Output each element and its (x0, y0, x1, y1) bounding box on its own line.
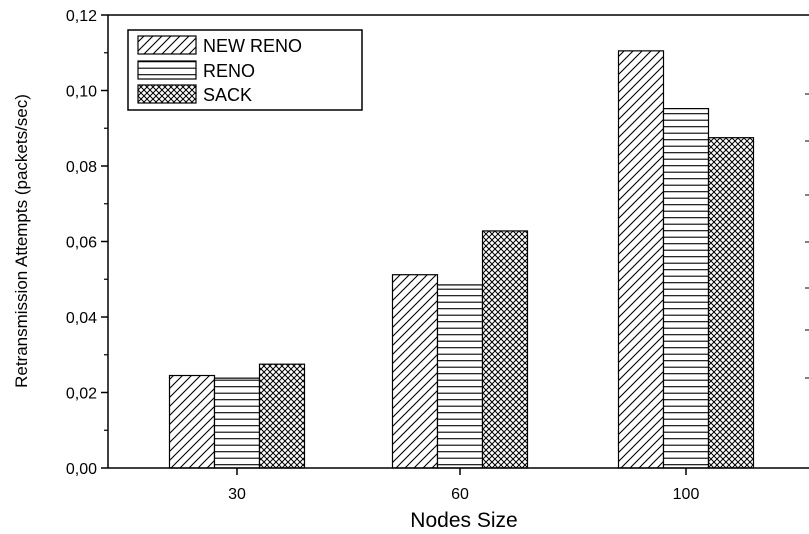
y-axis-title: Retransmission Attempts (packets/sec) (12, 94, 31, 388)
bar-reno-30 (213, 377, 261, 469)
legend-swatch-sack (137, 84, 197, 104)
bar-new-reno-60 (391, 274, 439, 469)
y-axis-ticks: 0,00 0,02 0,04 0,06 0,08 0,10 0,12 (66, 8, 108, 478)
x-tick-label: 60 (451, 486, 469, 503)
bar-sack-30 (258, 363, 306, 469)
legend-label-sack: SACK (203, 85, 252, 105)
bar-sack-60 (481, 230, 529, 469)
y-tick-label: 0,12 (66, 8, 97, 25)
legend: NEW RENO RENO SACK (127, 29, 363, 111)
y-tick-label: 0,02 (66, 386, 97, 403)
bar-reno-100 (662, 108, 710, 469)
y-tick-label: 0,10 (66, 84, 97, 101)
bars-group (168, 50, 755, 469)
y-tick-label: 0,00 (66, 461, 97, 478)
bar-new-reno-30 (168, 374, 216, 469)
x-axis-title: Nodes Size (410, 509, 517, 532)
x-tick-label: 100 (673, 486, 700, 503)
legend-label-reno: RENO (203, 61, 255, 81)
bar-new-reno-100 (617, 50, 665, 469)
legend-swatch-new-reno (137, 35, 197, 55)
right-axis-ticks (805, 93, 809, 379)
y-tick-label: 0,04 (66, 310, 97, 327)
bar-sack-100 (707, 137, 755, 469)
x-axis-ticks: 30 60 100 (228, 468, 699, 503)
bar-reno-60 (436, 284, 484, 469)
x-tick-label: 30 (228, 486, 246, 503)
y-tick-label: 0,06 (66, 235, 97, 252)
y-tick-label: 0,08 (66, 159, 97, 176)
legend-label-new-reno: NEW RENO (203, 36, 302, 56)
legend-swatch-reno (137, 60, 197, 80)
